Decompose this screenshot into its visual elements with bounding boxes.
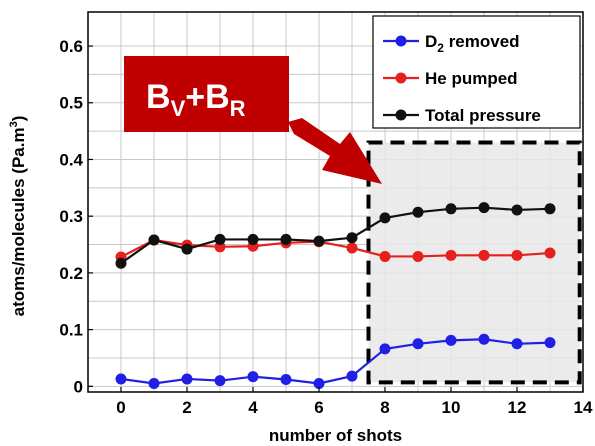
x-tick-label: 2 — [182, 398, 191, 417]
data-point — [445, 203, 457, 215]
annotation-box — [124, 56, 289, 132]
data-point — [313, 377, 325, 389]
legend-box — [372, 15, 581, 129]
data-point — [247, 371, 259, 383]
data-point — [478, 333, 490, 345]
data-point — [148, 377, 160, 389]
ticks: 0 2 4 6 8 10 12 14 0 0.1 0.2 0.3 0.4 0.5 0.6 — [59, 37, 593, 417]
legend: D2 removed He pumped Total pressure — [372, 15, 581, 129]
data-point — [412, 250, 424, 262]
data-point — [214, 233, 226, 245]
annotation-sub-1: V — [171, 96, 186, 121]
series-line — [120, 338, 551, 385]
data-point — [544, 247, 556, 259]
x-tick-label: 14 — [574, 398, 593, 417]
data-point — [478, 249, 490, 261]
annotation-base-1: B — [146, 78, 171, 116]
data-point — [379, 343, 391, 355]
y-axis-label-main: atoms/molecules (Pa.m — [9, 127, 28, 316]
data-point — [478, 202, 490, 214]
data-point — [115, 373, 127, 385]
legend-label-main: He pumped — [425, 69, 518, 88]
data-point — [346, 370, 358, 382]
y-tick-label: 0 — [74, 377, 83, 396]
legend-label-main: Total pressure — [425, 106, 541, 125]
series-line — [120, 206, 551, 265]
annotation: BV+BR — [124, 56, 382, 184]
y-tick-label: 0.5 — [59, 94, 83, 113]
data-point — [445, 334, 457, 346]
data-point — [148, 234, 160, 246]
data-point — [412, 338, 424, 350]
x-tick-label: 4 — [248, 398, 258, 417]
series-2 — [115, 202, 556, 269]
x-tick-label: 8 — [380, 398, 389, 417]
plot-frame — [87, 11, 584, 393]
data-point — [280, 374, 292, 386]
data-point — [379, 250, 391, 262]
y-axis-label-sup: 3 — [8, 121, 20, 127]
legend-label-main: D — [425, 32, 437, 51]
annotation-sub-2: R — [230, 96, 246, 121]
data-point — [511, 204, 523, 216]
data-point — [346, 242, 358, 254]
annotation-base-2: B — [205, 78, 230, 116]
annotation-plus: + — [185, 78, 205, 116]
data-point — [280, 233, 292, 245]
x-tick-label: 10 — [442, 398, 461, 417]
data-point — [214, 375, 226, 387]
annotation-label: BV+BR — [146, 78, 246, 121]
x-tick-label: 12 — [508, 398, 527, 417]
x-axis-label: number of shots — [269, 426, 402, 445]
highlight-region — [366, 140, 582, 385]
legend-label-sub: 2 — [437, 41, 444, 55]
data-point — [544, 203, 556, 215]
annotation-arrow — [288, 118, 382, 184]
data-point — [511, 338, 523, 350]
y-axis-label: atoms/molecules (Pa.m3) — [8, 116, 28, 317]
data-point — [346, 232, 358, 244]
legend-label-rest: removed — [444, 32, 520, 51]
data-point — [379, 212, 391, 224]
series-layer — [115, 202, 556, 389]
legend-marker — [395, 35, 407, 47]
data-point — [247, 233, 259, 245]
legend-label: D2 removed — [425, 32, 520, 55]
series-0 — [115, 333, 556, 389]
x-tick-label: 6 — [314, 398, 323, 417]
highlight-box — [366, 140, 582, 385]
data-point — [544, 337, 556, 349]
data-point — [313, 235, 325, 247]
legend-marker — [395, 109, 407, 121]
data-point — [511, 249, 523, 261]
y-tick-label: 0.4 — [59, 150, 83, 169]
y-tick-label: 0.2 — [59, 264, 83, 283]
y-axis-label-close: ) — [9, 116, 28, 122]
data-point — [115, 257, 127, 269]
legend-label: He pumped — [425, 69, 518, 88]
data-point — [181, 373, 193, 385]
y-tick-label: 0.1 — [59, 321, 83, 340]
legend-marker — [395, 72, 407, 84]
legend-label: Total pressure — [425, 106, 541, 125]
data-point — [445, 249, 457, 261]
y-tick-label: 0.3 — [59, 207, 83, 226]
data-point — [412, 206, 424, 218]
x-tick-label: 0 — [116, 398, 125, 417]
data-point — [181, 243, 193, 255]
y-tick-label: 0.6 — [59, 37, 83, 56]
